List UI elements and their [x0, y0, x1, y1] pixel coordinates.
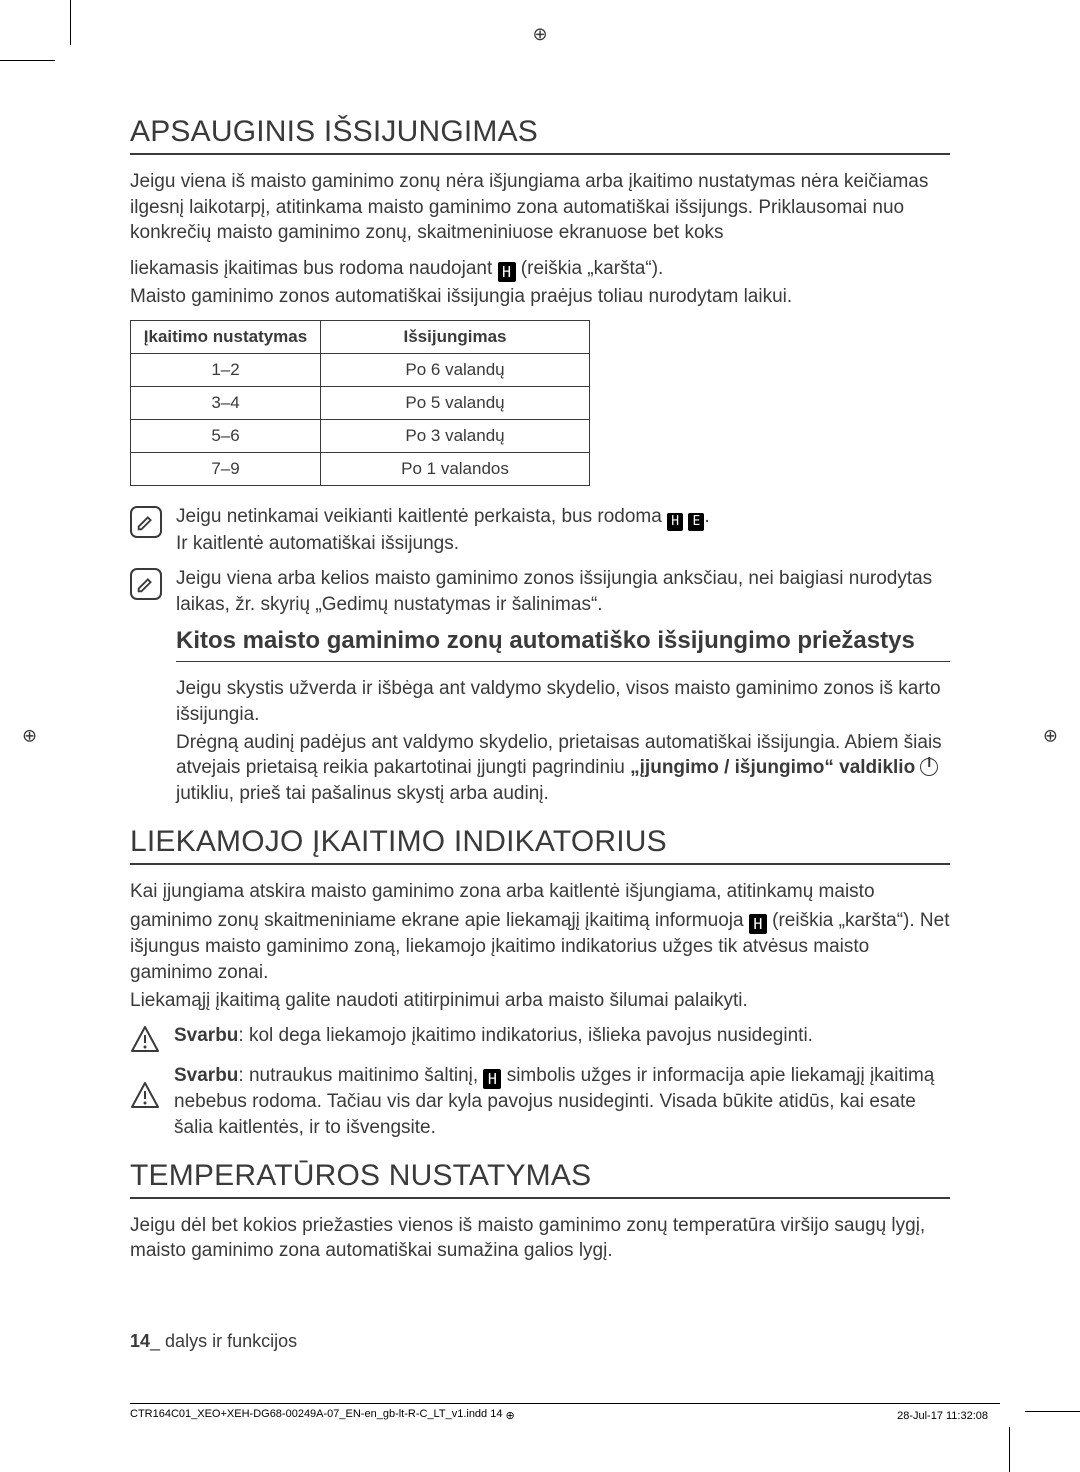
note-icon [130, 506, 162, 538]
table-header-left: Įkaitimo nustatymas [131, 320, 321, 353]
note-block: Jeigu netinkamai veikianti kaitlentė per… [130, 504, 950, 557]
table-row: 1–2Po 6 valandų [131, 353, 590, 386]
warning-text: Svarbu: nutraukus maitinimo šaltinį, H s… [174, 1063, 950, 1140]
warning-icon [130, 1081, 160, 1109]
h-icon: H [498, 262, 516, 282]
text-fragment: Jeigu netinkamai veikianti kaitlentė per… [176, 506, 667, 527]
text-fragment: Ir kaitlentė automatiškai išsijungs. [176, 533, 459, 554]
crop-mark [1025, 1411, 1080, 1412]
pencil-icon [135, 573, 157, 595]
heading-safety-shutoff: APSAUGINIS IŠSIJUNGIMAS [130, 115, 950, 155]
table-header-right: Išsijungimas [321, 320, 590, 353]
text-fragment: liekamasis įkaitimas bus rodoma naudojan… [130, 258, 498, 279]
subheading-other-causes: Kitos maisto gaminimo zonų automatiško i… [176, 627, 950, 662]
note-block: Jeigu viena arba kelios maisto gaminimo … [130, 566, 950, 617]
paragraph: Liekamąjį įkaitimą galite naudoti atitir… [130, 988, 950, 1014]
note-text: Jeigu netinkamai veikianti kaitlentė per… [176, 504, 710, 557]
paragraph: Kai įjungiama atskira maisto gaminimo zo… [130, 879, 950, 905]
table-cell: Po 3 valandų [321, 419, 590, 452]
bold-text: „įjungimo / išjungimo“ valdiklio [630, 757, 915, 778]
registration-mark-right: ⊕ [1043, 726, 1058, 747]
paragraph: Jeigu dėl bet kokios priežasties vienos … [130, 1213, 950, 1264]
paragraph: Maisto gaminimo zonos automatiškai išsij… [130, 284, 950, 310]
shutoff-table: Įkaitimo nustatymas Išsijungimas 1–2Po 6… [130, 320, 590, 486]
text-fragment: (reiškia „karšta“). [516, 258, 664, 279]
table-cell: 5–6 [131, 419, 321, 452]
table-row: 7–9Po 1 valandos [131, 452, 590, 485]
table-cell: Po 6 valandų [321, 353, 590, 386]
table-cell: Po 1 valandos [321, 452, 590, 485]
paragraph: Drėgną audinį padėjus ant valdymo skydel… [176, 730, 950, 807]
table-row: Įkaitimo nustatymas Išsijungimas [131, 320, 590, 353]
crop-mark [0, 60, 55, 61]
paragraph: liekamasis įkaitimas bus rodoma naudojan… [130, 256, 950, 282]
crop-mark [70, 0, 71, 45]
subsection: Kitos maisto gaminimo zonų automatiško i… [176, 627, 950, 806]
pencil-icon [135, 511, 157, 533]
page-number: 14 [130, 1331, 150, 1351]
paragraph: Jeigu skystis užverda ir išbėga ant vald… [176, 676, 950, 727]
text-fragment: gaminimo zonų skaitmeniniame ekrane apie… [130, 910, 749, 931]
note-text: Jeigu viena arba kelios maisto gaminimo … [176, 566, 950, 617]
print-divider [130, 1403, 1000, 1404]
heading-residual-heat: LIEKAMOJO ĮKAITIMO INDIKATORIUS [130, 825, 950, 865]
text-fragment: . [704, 506, 709, 527]
bold-text: Svarbu [174, 1025, 238, 1046]
table-cell: Po 5 valandų [321, 386, 590, 419]
page-separator: _ [150, 1331, 160, 1351]
warning-block: Svarbu: kol dega liekamojo įkaitimo indi… [130, 1023, 950, 1053]
table-row: 3–4Po 5 valandų [131, 386, 590, 419]
print-info-left: CTR164C01_XEO+XEH-DG68-00249A-07_EN-en_g… [130, 1408, 515, 1422]
text-fragment: : kol dega liekamojo įkaitimo indikatori… [238, 1025, 813, 1046]
page-content: APSAUGINIS IŠSIJUNGIMAS Jeigu viena iš m… [130, 115, 950, 1274]
table-row: 5–6Po 3 valandų [131, 419, 590, 452]
warning-text: Svarbu: kol dega liekamojo įkaitimo indi… [174, 1023, 813, 1053]
page-footer: 14_ dalys ir funkcijos [130, 1331, 297, 1352]
warning-icon [130, 1025, 160, 1053]
table-cell: 7–9 [131, 452, 321, 485]
text-fragment: : nutraukus maitinimo šaltinį, [238, 1065, 483, 1086]
paragraph: Jeigu viena iš maisto gaminimo zonų nėra… [130, 169, 950, 246]
print-info-right: 28-Jul-17 11:32:08 [897, 1410, 988, 1422]
table-cell: 1–2 [131, 353, 321, 386]
note-icon [130, 568, 162, 600]
crop-mark [1009, 1427, 1010, 1472]
text-fragment: jutikliu, prieš tai pašalinus skystį arb… [176, 783, 549, 804]
registration-mark-left: ⊕ [22, 726, 37, 747]
power-icon [920, 758, 938, 776]
e-icon: E [688, 513, 704, 531]
warning-block: Svarbu: nutraukus maitinimo šaltinį, H s… [130, 1063, 950, 1140]
registration-mark-top: ⊕ [532, 24, 547, 45]
heading-temperature-setting: TEMPERATŪROS NUSTATYMAS [130, 1159, 950, 1199]
h-icon: H [483, 1069, 501, 1089]
registration-small-icon: ⊕ [506, 1410, 515, 1422]
paragraph: gaminimo zonų skaitmeniniame ekrane apie… [130, 908, 950, 985]
print-filename: CTR164C01_XEO+XEH-DG68-00249A-07_EN-en_g… [130, 1408, 502, 1420]
h-icon: H [749, 914, 767, 934]
section-label: dalys ir funkcijos [160, 1331, 297, 1351]
bold-text: Svarbu [174, 1065, 238, 1086]
h-icon: H [667, 513, 683, 531]
table-cell: 3–4 [131, 386, 321, 419]
